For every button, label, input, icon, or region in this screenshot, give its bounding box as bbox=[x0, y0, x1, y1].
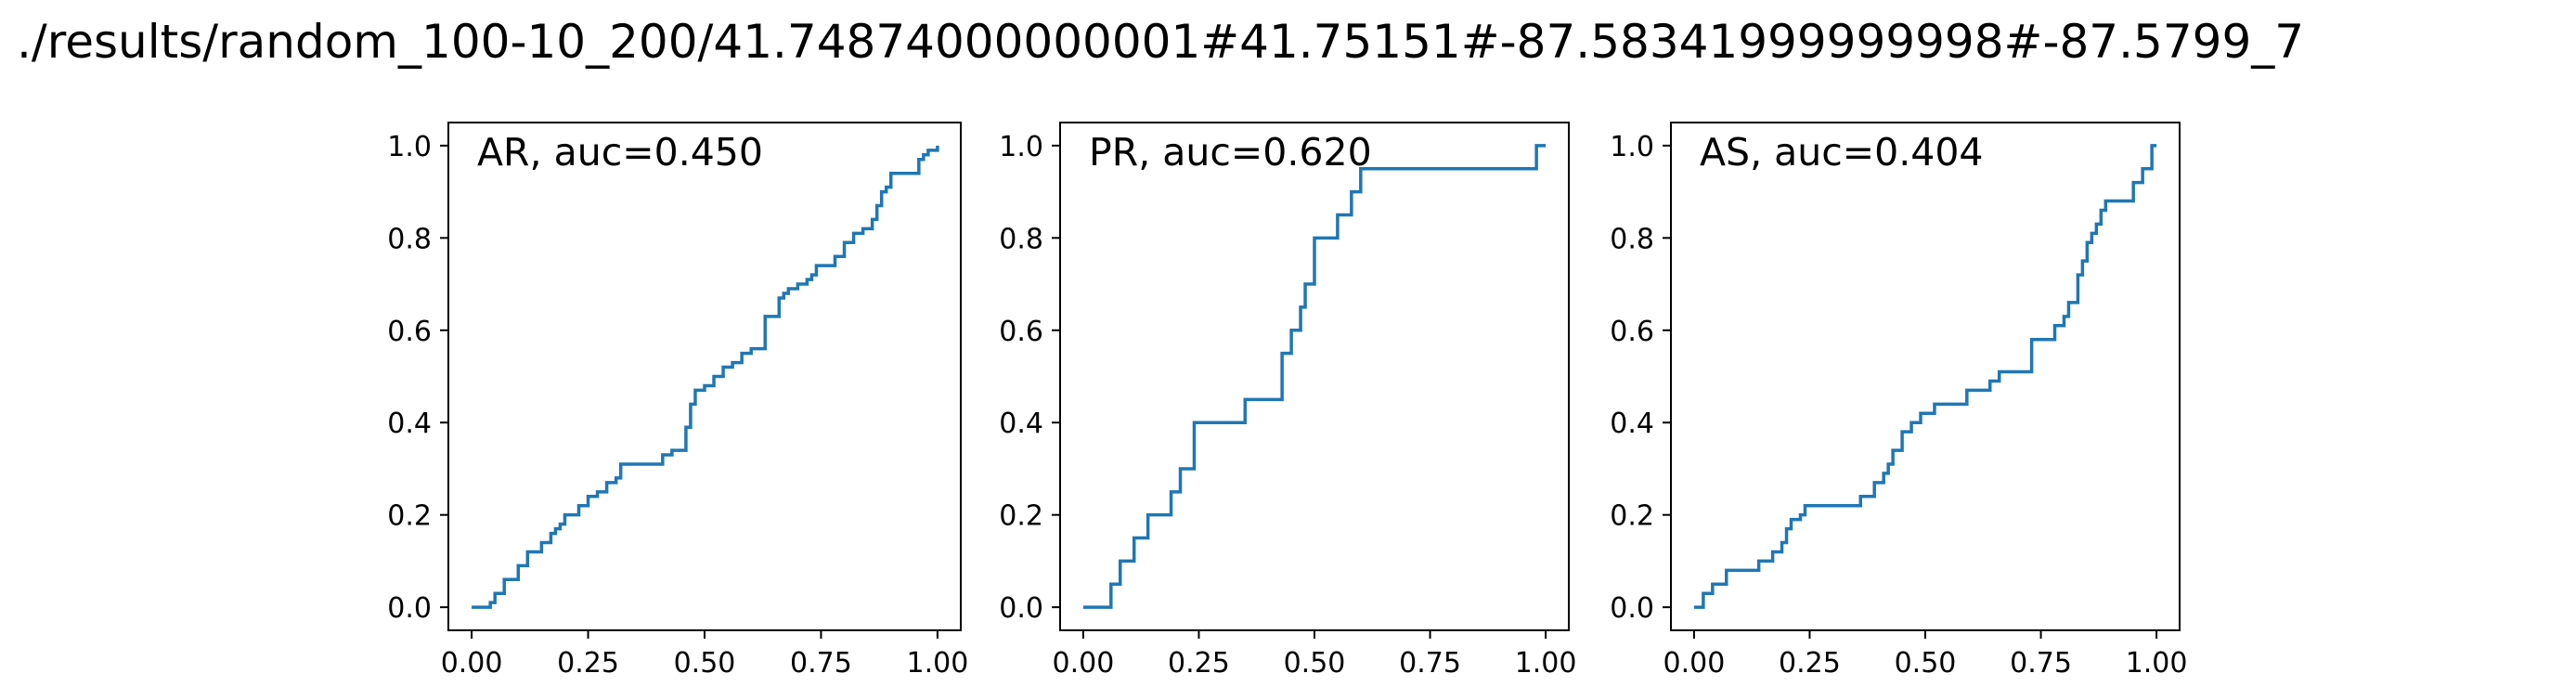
y-tick-label: 1.0 bbox=[387, 131, 432, 163]
x-tick-label: 0.75 bbox=[2010, 647, 2072, 680]
axes-frame bbox=[1059, 122, 1570, 631]
y-tick-label: 0.8 bbox=[1610, 223, 1654, 255]
y-tick-label: 0.6 bbox=[387, 316, 432, 348]
y-tick-label: 0.8 bbox=[387, 223, 432, 255]
x-tick-label: 0.50 bbox=[674, 647, 736, 680]
axes-frame bbox=[1670, 122, 2181, 631]
y-tick-label: 0.2 bbox=[1610, 500, 1654, 533]
series-line bbox=[1693, 144, 2157, 609]
y-tick-label: 0.4 bbox=[387, 408, 432, 440]
x-tick-label: 1.00 bbox=[1515, 647, 1577, 680]
panel-label: PR, auc=0.620 bbox=[1089, 130, 1372, 175]
y-tick-label: 0.6 bbox=[999, 316, 1043, 348]
x-tick-label: 0.75 bbox=[1399, 647, 1461, 680]
y-tick-label: 0.2 bbox=[387, 500, 432, 533]
x-tick-label: 0.25 bbox=[1779, 647, 1841, 680]
x-tick-label: 0.00 bbox=[441, 647, 503, 680]
x-tick-label: 1.00 bbox=[2126, 647, 2188, 680]
x-tick-label: 0.00 bbox=[1053, 647, 1115, 680]
y-tick-label: 0.6 bbox=[1610, 316, 1654, 348]
series-line bbox=[1082, 144, 1547, 609]
y-tick-label: 0.8 bbox=[999, 223, 1043, 255]
x-tick-label: 0.50 bbox=[1284, 647, 1346, 680]
y-tick-label: 1.0 bbox=[999, 131, 1043, 163]
axes-frame bbox=[447, 122, 962, 631]
subplot-1: 0.00 0.25 0.50 0.75 1.00 0.0 0.2 0.4 0.6 0.8 1.0 AR… bbox=[387, 122, 969, 680]
panel-label: AS, auc=0.404 bbox=[1700, 130, 1984, 175]
x-tick-label: 0.00 bbox=[1663, 647, 1726, 680]
y-tick-label: 0.0 bbox=[1610, 592, 1654, 625]
figure-title: ./results/random_100-10_200/41.748740000… bbox=[17, 15, 2305, 69]
x-tick-label: 1.00 bbox=[907, 647, 969, 680]
y-tick-label: 1.0 bbox=[1610, 131, 1654, 163]
y-tick-label: 0.0 bbox=[999, 592, 1043, 625]
subplot-3: 0.00 0.25 0.50 0.75 1.00 0.0 0.2 0.4 0.6 0.8 1.0 AS… bbox=[1610, 122, 2188, 680]
panel-label: AR, auc=0.450 bbox=[477, 130, 763, 175]
series-line bbox=[472, 145, 939, 609]
subplot-2: 0.00 0.25 0.50 0.75 1.00 0.0 0.2 0.4 0.6 0.8 1.0 PR… bbox=[999, 122, 1577, 680]
y-tick-label: 0.0 bbox=[387, 592, 432, 625]
x-tick-label: 0.25 bbox=[557, 647, 619, 680]
y-tick-label: 0.4 bbox=[1610, 408, 1654, 440]
x-tick-label: 0.75 bbox=[790, 647, 852, 680]
y-tick-label: 0.2 bbox=[999, 500, 1043, 533]
x-tick-label: 0.50 bbox=[1895, 647, 1957, 680]
x-tick-label: 0.25 bbox=[1168, 647, 1230, 680]
y-tick-label: 0.4 bbox=[999, 408, 1043, 440]
